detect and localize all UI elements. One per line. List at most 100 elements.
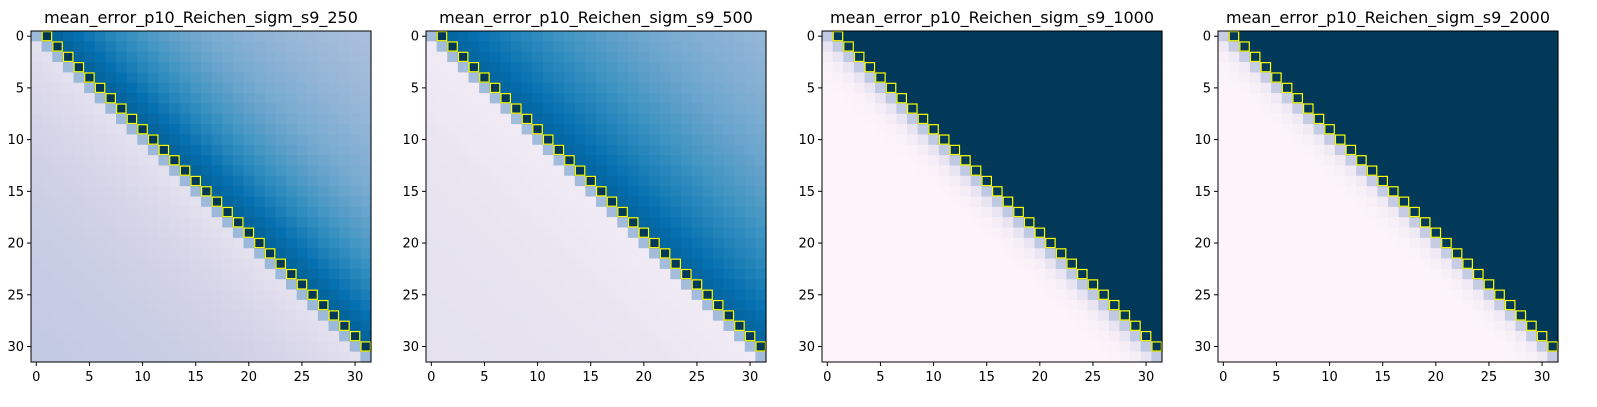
- heatmap-cell: [712, 62, 725, 73]
- heatmap-cell: [116, 113, 128, 125]
- heatmap-cell: [627, 289, 640, 301]
- highlight-box: [360, 341, 372, 352]
- heatmap-cell: [1366, 93, 1378, 104]
- heatmap-cell: [126, 289, 138, 301]
- heatmap-cell: [1377, 268, 1389, 280]
- heatmap-cell: [307, 351, 319, 363]
- heatmap-cell: [1377, 82, 1389, 94]
- heatmap-cell: [275, 320, 287, 332]
- heatmap-cell: [1451, 289, 1463, 301]
- heatmap-cell: [1239, 248, 1251, 260]
- heatmap-cell: [574, 227, 586, 239]
- highlight-box: [296, 279, 308, 290]
- heatmap-cell: [286, 93, 298, 104]
- heatmap-cell: [1098, 217, 1110, 229]
- heatmap-cell: [339, 31, 351, 42]
- heatmap-cell: [564, 279, 576, 291]
- heatmap-cell: [1055, 237, 1067, 249]
- heatmap-cell: [1494, 330, 1506, 342]
- heatmap-cell: [1504, 186, 1517, 198]
- heatmap-cell: [574, 310, 586, 322]
- heatmap-cell: [201, 72, 213, 84]
- heatmap-cell: [938, 72, 951, 84]
- heatmap-cell: [84, 289, 96, 301]
- heatmap-cell: [1473, 175, 1485, 187]
- heatmap-cell: [436, 72, 448, 84]
- heatmap-cell: [702, 31, 714, 42]
- heatmap-cell: [126, 103, 138, 115]
- heatmap-cell: [917, 155, 929, 167]
- heatmap-cell: [62, 186, 75, 198]
- heatmap-cell: [1087, 103, 1099, 115]
- heatmap-cell: [1228, 289, 1240, 301]
- heatmap-cell: [585, 103, 597, 115]
- heatmap-cell: [755, 93, 767, 104]
- heatmap-cell: [232, 237, 245, 249]
- heatmap-cell: [147, 351, 160, 363]
- heatmap-cell: [1441, 103, 1453, 115]
- heatmap-cell: [286, 134, 298, 146]
- heatmap-cell: [992, 175, 1004, 187]
- heatmap-cell: [585, 144, 597, 156]
- heatmap-cell: [864, 72, 876, 84]
- heatmap-cell: [1451, 279, 1463, 291]
- heatmap-cell: [1249, 51, 1262, 63]
- heatmap-cell: [468, 299, 480, 311]
- heatmap-cell: [254, 248, 266, 260]
- heatmap-cell: [232, 62, 245, 73]
- heatmap-cell: [532, 82, 544, 94]
- y-tick-label: 10: [1194, 133, 1211, 148]
- heatmap-cell: [917, 124, 929, 136]
- heatmap-cell: [734, 227, 746, 239]
- heatmap-cell: [744, 310, 756, 322]
- heatmap-cell: [147, 113, 160, 125]
- heatmap-cell: [521, 72, 533, 84]
- heatmap-cell: [1098, 341, 1110, 353]
- heatmap-cell: [928, 206, 940, 218]
- heatmap-cell: [62, 134, 75, 146]
- heatmap-cell: [264, 248, 276, 260]
- heatmap-cell: [896, 351, 908, 363]
- heatmap-cell: [447, 124, 459, 136]
- heatmap-cell: [179, 103, 191, 115]
- heatmap-cell: [691, 196, 703, 208]
- heatmap-cell: [468, 310, 480, 322]
- heatmap-cell: [468, 113, 480, 125]
- heatmap-cell: [938, 320, 951, 332]
- heatmap-cell: [734, 113, 746, 125]
- heatmap-cell: [243, 51, 255, 63]
- heatmap-cell: [1473, 268, 1485, 280]
- heatmap-cell: [126, 310, 138, 322]
- heatmap-cell: [307, 299, 319, 311]
- heatmap-cell: [1313, 279, 1325, 291]
- heatmap-cell: [681, 320, 693, 332]
- heatmap-cell: [1536, 41, 1548, 53]
- heatmap-cell: [723, 299, 735, 311]
- heatmap-cell: [1151, 72, 1163, 84]
- heatmap-cell: [1366, 186, 1378, 198]
- heatmap-cell: [1098, 175, 1110, 187]
- heatmap-cell: [158, 248, 170, 260]
- heatmap-cell: [1130, 186, 1142, 198]
- heatmap-cell: [832, 268, 844, 280]
- heatmap-cell: [606, 144, 618, 156]
- heatmap-cell: [723, 310, 735, 322]
- heatmap-cell: [970, 227, 982, 239]
- highlight-box: [1483, 279, 1495, 290]
- heatmap-cell: [1218, 320, 1230, 332]
- heatmap-cell: [62, 237, 75, 249]
- heatmap-cell: [349, 144, 361, 156]
- heatmap-cell: [1356, 186, 1368, 198]
- heatmap-cell: [755, 196, 767, 208]
- heatmap-cell: [41, 103, 53, 115]
- heatmap-cell: [606, 310, 618, 322]
- heatmap-cell: [1526, 155, 1538, 167]
- heatmap-cell: [712, 175, 725, 187]
- heatmap-cell: [1345, 62, 1357, 73]
- heatmap-cell: [1356, 41, 1368, 53]
- heatmap-cell: [500, 196, 512, 208]
- heatmap-cell: [317, 289, 330, 301]
- heatmap-cell: [1013, 351, 1025, 363]
- heatmap-cell: [1345, 289, 1357, 301]
- x-tick-label: 20: [1032, 370, 1049, 385]
